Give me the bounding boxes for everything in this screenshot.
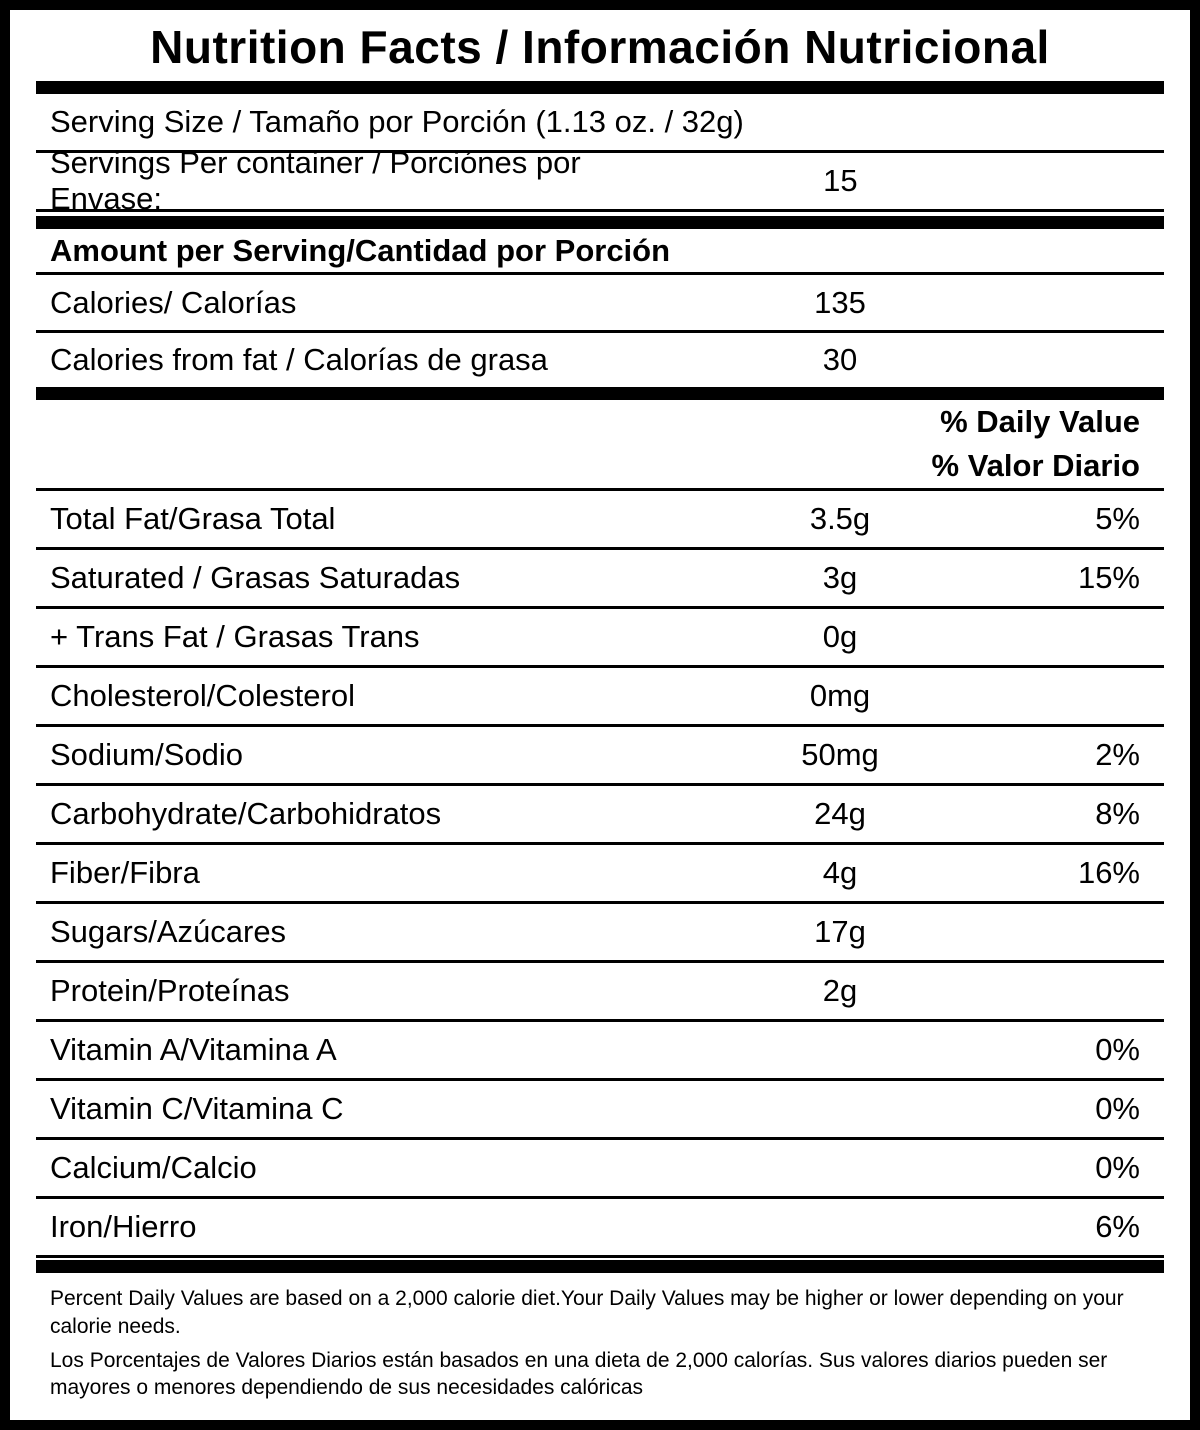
nutrient-dv: 0% (1095, 1091, 1140, 1127)
nutrient-label: Sugars/Azúcares (50, 914, 287, 950)
serving-size-text: Serving Size / Tamaño por Porción (1.13 … (50, 104, 744, 140)
nutrient-label: Cholesterol/Colesterol (50, 678, 355, 714)
divider-thick-footnote (36, 1260, 1164, 1274)
nutrient-label: Protein/Proteínas (50, 973, 290, 1009)
nutrient-row-iron: Iron/Hierro 6% (36, 1199, 1164, 1259)
calories-value: 135 (814, 284, 866, 320)
nutrient-label: Total Fat/Grasa Total (50, 501, 336, 537)
nutrient-label: Calcium/Calcio (50, 1150, 257, 1186)
nutrient-row-cholesterol: Cholesterol/Colesterol 0mg (36, 668, 1164, 728)
servings-per-container-value: 15 (823, 163, 858, 199)
nutrient-label: Vitamin A/Vitamina A (50, 1032, 337, 1068)
divider-thick-top (36, 81, 1164, 95)
amount-per-serving-text: Amount per Serving/Cantidad por Porción (50, 232, 671, 268)
calories-from-fat-label: Calories from fat / Calorías de grasa (50, 342, 548, 378)
nutrient-amount: 50mg (801, 737, 879, 773)
label-content: Serving Size / Tamaño por Porción (1.13 … (36, 81, 1164, 1402)
footnote-english: Percent Daily Values are based on a 2,00… (50, 1287, 1124, 1338)
nutrient-amount: 0mg (809, 678, 871, 714)
nutrient-row-vitamin-c: Vitamin C/Vitamina C 0% (36, 1081, 1164, 1141)
nutrient-amount: 2g (822, 973, 858, 1009)
nutrient-dv: 5% (1095, 501, 1140, 537)
footnote-spanish: Los Porcentajes de Valores Diarios están… (50, 1348, 1108, 1400)
nutrient-label: + Trans Fat / Grasas Trans (50, 619, 420, 655)
nutrient-label: Saturated / Grasas Saturadas (50, 560, 461, 596)
serving-size-row: Serving Size / Tamaño por Porción (1.13 … (36, 94, 1164, 154)
nutrient-label: Iron/Hierro (50, 1209, 197, 1245)
calories-row: Calories/ Calorías 135 (36, 275, 1164, 334)
nutrient-dv: 0% (1095, 1032, 1140, 1068)
divider-thick-daily-value (36, 387, 1164, 401)
nutrient-dv: 6% (1095, 1209, 1140, 1245)
divider-thick-amount-per-serving (36, 216, 1164, 230)
daily-value-header-en: % Daily Value (940, 404, 1140, 440)
nutrient-label: Sodium/Sodio (50, 737, 244, 773)
nutrient-row-sodium: Sodium/Sodio 50mg 2% (36, 727, 1164, 787)
nutrient-row-saturated-fat: Saturated / Grasas Saturadas 3g 15% (36, 550, 1164, 610)
calories-from-fat-value: 30 (822, 342, 858, 378)
calories-label: Calories/ Calorías (50, 284, 297, 320)
nutrient-dv: 15% (1077, 560, 1140, 596)
nutrient-amount: 17g (814, 914, 866, 950)
nutrient-amount: 3.5g (809, 501, 871, 537)
nutrient-label: Carbohydrate/Carbohidratos (50, 796, 442, 832)
nutrient-label: Vitamin C/Vitamina C (50, 1091, 344, 1127)
label-title: Nutrition Facts / Información Nutriciona… (150, 21, 1050, 73)
nutrient-label: Fiber/Fibra (50, 855, 200, 891)
footnotes: Percent Daily Values are based on a 2,00… (36, 1273, 1164, 1402)
nutrient-row-protein: Protein/Proteínas 2g (36, 963, 1164, 1023)
nutrient-dv: 8% (1095, 796, 1140, 832)
nutrient-amount: 3g (822, 560, 858, 596)
nutrient-row-sugars: Sugars/Azúcares 17g (36, 904, 1164, 964)
nutrient-amount: 0g (822, 619, 858, 655)
nutrient-row-carbohydrate: Carbohydrate/Carbohidratos 24g 8% (36, 786, 1164, 846)
nutrient-row-calcium: Calcium/Calcio 0% (36, 1140, 1164, 1200)
nutrient-row-total-fat: Total Fat/Grasa Total 3.5g 5% (36, 491, 1164, 551)
nutrient-amount: 4g (822, 855, 858, 891)
nutrient-amount: 24g (814, 796, 866, 832)
nutrient-row-fiber: Fiber/Fibra 4g 16% (36, 845, 1164, 905)
nutrient-dv: 16% (1077, 855, 1140, 891)
calories-from-fat-row: Calories from fat / Calorías de grasa 30 (36, 333, 1164, 387)
servings-per-container-label: Servings Per container / Porciónes por E… (50, 145, 581, 217)
nutrient-row-vitamin-a: Vitamin A/Vitamina A 0% (36, 1022, 1164, 1082)
nutrient-row-trans-fat: + Trans Fat / Grasas Trans 0g (36, 609, 1164, 669)
daily-value-header-es: % Valor Diario (36, 444, 1164, 492)
amount-per-serving-row: Amount per Serving/Cantidad por Porción (36, 229, 1164, 276)
nutrient-dv: 2% (1095, 737, 1140, 773)
nutrient-dv: 0% (1095, 1150, 1140, 1186)
servings-per-container-row: Servings Per container / Porciónes por E… (36, 145, 1164, 216)
